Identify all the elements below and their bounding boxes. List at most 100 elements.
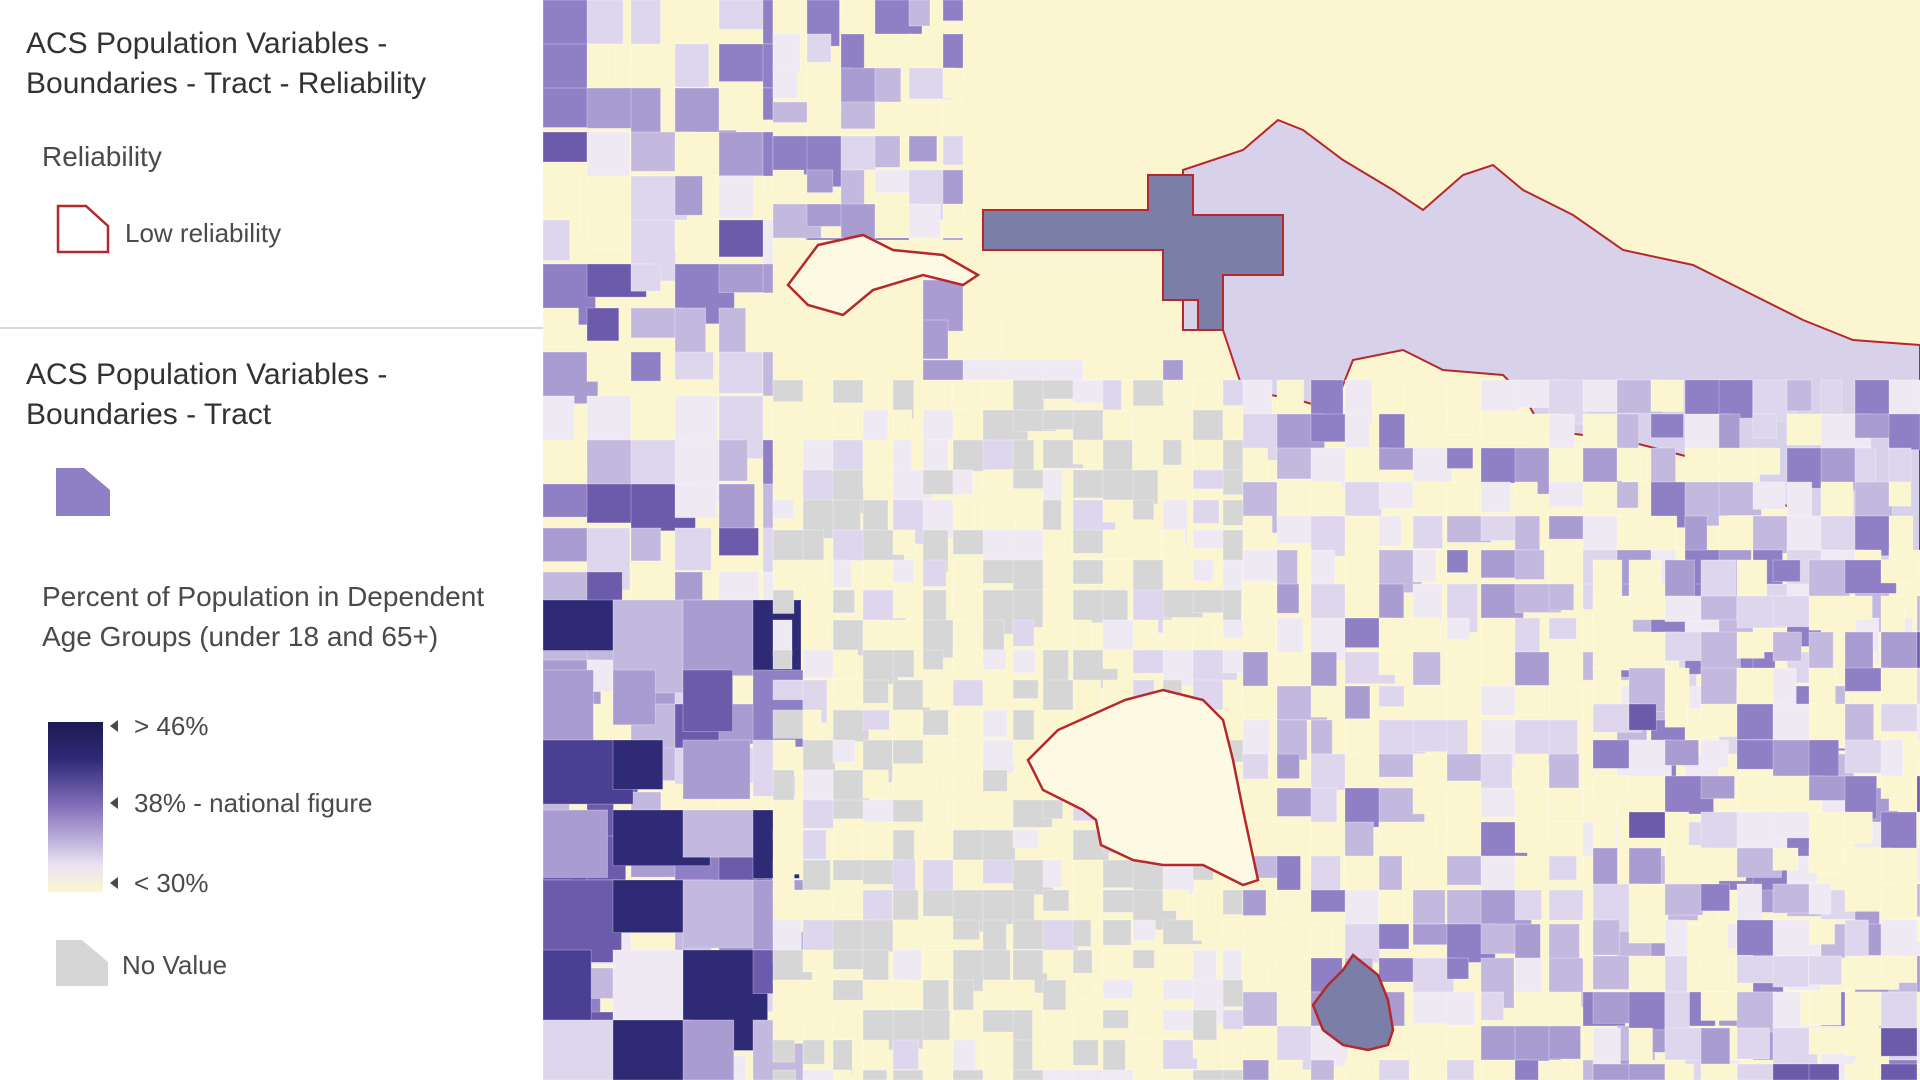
tract-polygon[interactable] bbox=[1480, 379, 1519, 412]
tract-polygon[interactable] bbox=[1916, 847, 1920, 881]
tract-polygon[interactable] bbox=[1514, 651, 1552, 686]
tract-polygon[interactable] bbox=[982, 709, 1008, 738]
tract-polygon[interactable] bbox=[952, 499, 976, 535]
tract-polygon[interactable] bbox=[952, 679, 985, 707]
tract-polygon[interactable] bbox=[952, 769, 976, 793]
tract-polygon[interactable] bbox=[1880, 883, 1920, 919]
tract-polygon[interactable] bbox=[1514, 889, 1542, 921]
tract-polygon[interactable] bbox=[802, 739, 836, 774]
tract-polygon[interactable] bbox=[1844, 991, 1880, 1034]
tract-polygon[interactable] bbox=[862, 799, 896, 823]
tract-polygon[interactable] bbox=[1012, 619, 1035, 647]
tract-polygon[interactable] bbox=[674, 395, 719, 443]
tract-polygon[interactable] bbox=[718, 527, 759, 556]
tract-polygon[interactable] bbox=[543, 307, 579, 347]
tract-polygon[interactable] bbox=[674, 175, 703, 216]
low-reliability-tract[interactable] bbox=[1311, 953, 1395, 1052]
tract-polygon[interactable] bbox=[1412, 651, 1441, 686]
tract-polygon[interactable] bbox=[1412, 855, 1450, 893]
tract-polygon[interactable] bbox=[1192, 1009, 1218, 1042]
tract-polygon[interactable] bbox=[892, 769, 928, 794]
tract-polygon[interactable] bbox=[1412, 617, 1441, 656]
tract-polygon[interactable] bbox=[1412, 515, 1443, 549]
tract-polygon[interactable] bbox=[674, 131, 722, 177]
tract-polygon[interactable] bbox=[772, 589, 795, 614]
tract-polygon[interactable] bbox=[612, 1019, 692, 1080]
tract-polygon[interactable] bbox=[1446, 719, 1469, 758]
tract-polygon[interactable] bbox=[772, 769, 795, 805]
tract-polygon[interactable] bbox=[908, 203, 941, 241]
tract-polygon[interactable] bbox=[1012, 979, 1035, 1001]
tract-polygon[interactable] bbox=[874, 169, 912, 194]
tract-polygon[interactable] bbox=[832, 589, 856, 614]
tract-polygon[interactable] bbox=[1072, 1009, 1092, 1043]
tract-polygon[interactable] bbox=[802, 649, 836, 679]
tract-polygon[interactable] bbox=[630, 351, 662, 382]
tract-polygon[interactable] bbox=[1042, 799, 1064, 820]
tract-polygon[interactable] bbox=[1844, 811, 1873, 844]
tract-polygon[interactable] bbox=[1132, 379, 1165, 407]
tract-polygon[interactable] bbox=[862, 1069, 888, 1080]
tract-polygon[interactable] bbox=[1808, 559, 1851, 598]
tract-polygon[interactable] bbox=[1012, 649, 1036, 674]
tract-polygon[interactable] bbox=[1548, 719, 1578, 760]
tract-polygon[interactable] bbox=[586, 483, 635, 524]
tract-polygon[interactable] bbox=[1480, 787, 1519, 818]
tract-polygon[interactable] bbox=[1378, 413, 1406, 451]
tract-polygon[interactable] bbox=[892, 559, 915, 583]
tract-polygon[interactable] bbox=[1650, 413, 1684, 439]
tract-polygon[interactable] bbox=[1162, 1039, 1198, 1070]
tract-polygon[interactable] bbox=[832, 1069, 852, 1080]
tract-polygon[interactable] bbox=[1880, 739, 1904, 777]
tract-polygon[interactable] bbox=[1548, 991, 1582, 1014]
tract-polygon[interactable] bbox=[1222, 529, 1244, 565]
tract-polygon[interactable] bbox=[762, 87, 774, 121]
tract-polygon[interactable] bbox=[802, 619, 828, 642]
tract-polygon[interactable] bbox=[630, 527, 662, 562]
tract-polygon[interactable] bbox=[1650, 515, 1678, 551]
tract-polygon[interactable] bbox=[942, 0, 964, 22]
tract-polygon[interactable] bbox=[862, 709, 890, 731]
tract-polygon[interactable] bbox=[1514, 515, 1541, 556]
tract-polygon[interactable] bbox=[1276, 719, 1308, 761]
tract-polygon[interactable] bbox=[682, 669, 733, 732]
tract-polygon[interactable] bbox=[1310, 413, 1348, 443]
tract-polygon[interactable] bbox=[1628, 559, 1662, 601]
tract-polygon[interactable] bbox=[1650, 379, 1684, 412]
tract-polygon[interactable] bbox=[862, 409, 889, 446]
tract-polygon[interactable] bbox=[952, 589, 985, 612]
tract-polygon[interactable] bbox=[1808, 919, 1836, 945]
tract-polygon[interactable] bbox=[1772, 667, 1797, 706]
tract-polygon[interactable] bbox=[772, 237, 806, 241]
tract-polygon[interactable] bbox=[1548, 447, 1587, 485]
tract-polygon[interactable] bbox=[1880, 811, 1917, 854]
tract-polygon[interactable] bbox=[1276, 583, 1300, 614]
tract-polygon[interactable] bbox=[1042, 889, 1070, 912]
tract-polygon[interactable] bbox=[1132, 1039, 1156, 1064]
tract-polygon[interactable] bbox=[1752, 447, 1781, 475]
tract-polygon[interactable] bbox=[1854, 413, 1893, 439]
tract-polygon[interactable] bbox=[1162, 889, 1189, 912]
tract-polygon[interactable] bbox=[1012, 709, 1035, 742]
tract-polygon[interactable] bbox=[802, 1039, 825, 1065]
tract-polygon[interactable] bbox=[1592, 667, 1622, 708]
tract-polygon[interactable] bbox=[1222, 1009, 1244, 1030]
tract-polygon[interactable] bbox=[1808, 631, 1834, 674]
tract-polygon[interactable] bbox=[682, 879, 758, 949]
tract-polygon[interactable] bbox=[1310, 1059, 1335, 1080]
tract-polygon[interactable] bbox=[1276, 1059, 1303, 1080]
tract-polygon[interactable] bbox=[1446, 991, 1476, 1026]
tract-polygon[interactable] bbox=[543, 879, 622, 963]
tract-polygon[interactable] bbox=[982, 379, 1007, 412]
tract-polygon[interactable] bbox=[840, 203, 882, 241]
tract-polygon[interactable] bbox=[1310, 685, 1339, 718]
tract-polygon[interactable] bbox=[1446, 447, 1474, 469]
tract-polygon[interactable] bbox=[1072, 979, 1096, 1000]
tract-polygon[interactable] bbox=[1664, 667, 1690, 711]
tract-polygon[interactable] bbox=[674, 219, 721, 252]
tract-polygon[interactable] bbox=[832, 739, 856, 763]
tract-polygon[interactable] bbox=[1514, 991, 1556, 1023]
tract-polygon[interactable] bbox=[952, 919, 980, 941]
tract-polygon[interactable] bbox=[1242, 787, 1270, 821]
tract-polygon[interactable] bbox=[862, 649, 899, 685]
